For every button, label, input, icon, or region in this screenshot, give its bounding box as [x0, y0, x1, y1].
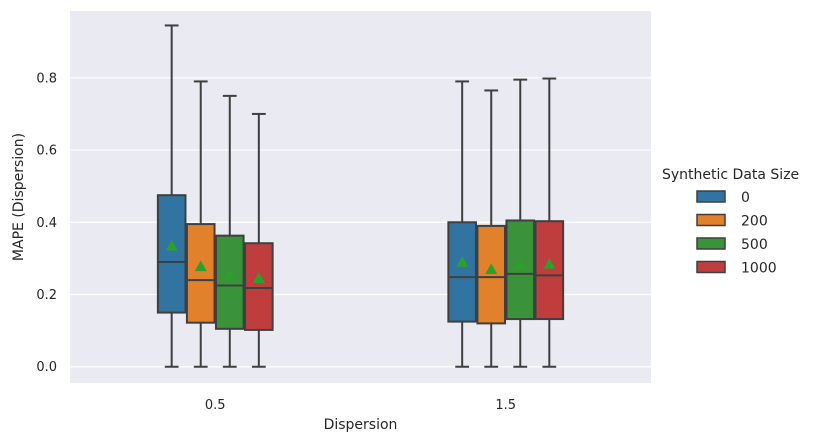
mean-marker [456, 256, 469, 267]
mean-marker [165, 239, 178, 251]
box-body [185, 223, 216, 324]
box-body [156, 194, 187, 314]
box-body [214, 234, 245, 330]
box-body [476, 224, 507, 325]
box-200-1.5 [476, 89, 507, 368]
legend: Synthetic Data Size 0 200 500 1000 [662, 167, 799, 277]
legend-swatch-0 [696, 190, 726, 203]
legend-swatch-200 [696, 213, 726, 227]
legend-label-500: 500 [741, 237, 768, 253]
box-0-1.5 [447, 80, 477, 368]
box-body [244, 242, 274, 331]
legend-swatch-500 [696, 237, 726, 250]
y-axis-label: MAPE (Dispersion) [11, 133, 27, 261]
legend-label-0: 0 [741, 190, 750, 206]
box-1000-1.5 [534, 77, 565, 368]
mean-marker [543, 257, 556, 269]
box-500-1.5 [505, 78, 536, 368]
box-500-0.5 [214, 94, 245, 368]
legend-title: Synthetic Data Size [662, 167, 799, 183]
legend-swatch-1000 [696, 260, 726, 274]
mean-marker [485, 263, 498, 275]
mean-marker [223, 268, 236, 280]
x-axis-label: Dispersion [324, 417, 398, 433]
box-body [505, 219, 536, 321]
box-body [447, 221, 477, 323]
y-tick-label: 0.6 [36, 144, 57, 159]
legend-label-1000: 1000 [741, 261, 777, 277]
y-tick-labels: 0.0 0.2 0.4 0.6 0.8 [36, 71, 57, 375]
x-tick-label: 0.5 [205, 398, 226, 413]
box-body [534, 220, 565, 321]
mean-marker [514, 258, 527, 270]
x-tick-labels: 0.5 1.5 [205, 398, 516, 413]
box-0-0.5 [156, 24, 187, 368]
y-tick-label: 0.2 [36, 288, 57, 303]
x-tick-label: 1.5 [495, 398, 516, 413]
y-tick-label: 0.4 [36, 216, 57, 231]
box-1000-0.5 [244, 112, 274, 368]
box-200-0.5 [185, 80, 216, 368]
mean-marker [252, 272, 265, 284]
y-tick-label: 0.8 [36, 71, 57, 86]
box-groups [156, 24, 565, 368]
legend-label-200: 200 [741, 214, 768, 230]
y-tick-label: 0.0 [36, 360, 57, 375]
mean-marker [194, 260, 207, 272]
